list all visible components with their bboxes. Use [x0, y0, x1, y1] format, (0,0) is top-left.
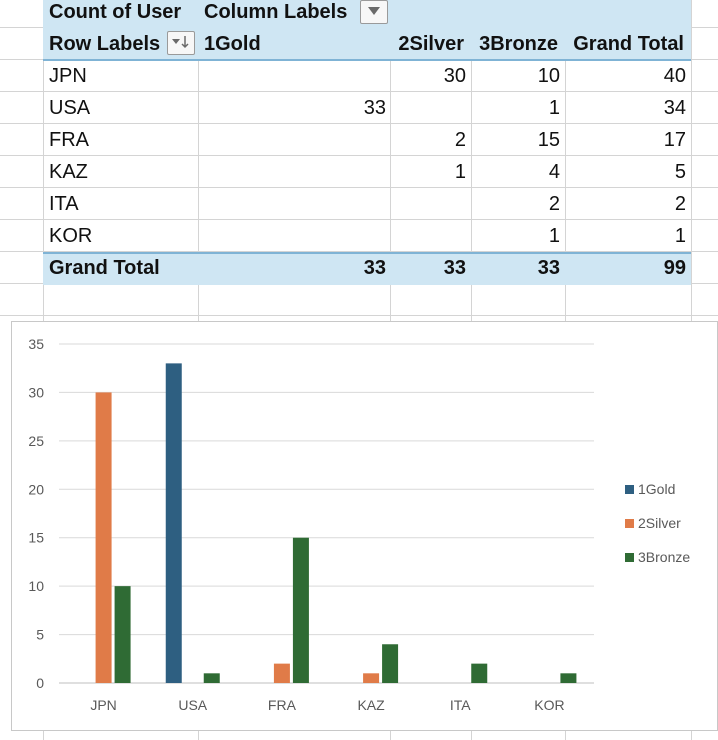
pivot-grand-total-band: [43, 252, 691, 285]
x-tick-label: FRA: [268, 697, 297, 713]
grand-total-silver[interactable]: 33: [443, 257, 466, 279]
row-gridline: [0, 91, 718, 92]
y-tick-label: 35: [28, 336, 44, 352]
row-label[interactable]: KAZ: [49, 161, 88, 183]
row-label[interactable]: KOR: [49, 225, 93, 247]
x-tick-label: JPN: [90, 697, 116, 713]
cell-silver[interactable]: 2: [454, 129, 466, 151]
cell-gold[interactable]: 33: [363, 97, 386, 119]
y-tick-label: 10: [28, 578, 44, 594]
y-tick-label: 5: [36, 627, 44, 643]
column-filter-button[interactable]: [360, 0, 388, 24]
row-gridline: [0, 187, 718, 188]
row-filter-sort-button[interactable]: [167, 31, 195, 55]
bar: [292, 537, 309, 683]
row-gridline: [0, 123, 718, 124]
grand-total-label[interactable]: Grand Total: [49, 257, 160, 279]
legend-swatch: [625, 519, 634, 528]
column-header-silver[interactable]: 2Silver: [398, 33, 464, 55]
cell-total[interactable]: 17: [663, 129, 686, 151]
cell-bronze[interactable]: 4: [548, 161, 560, 183]
cell-bronze[interactable]: 2: [548, 193, 560, 215]
bar: [273, 663, 290, 683]
x-tick-label: KOR: [534, 697, 564, 713]
y-tick-label: 15: [28, 530, 44, 546]
y-tick-label: 20: [28, 481, 44, 497]
column-header-gold[interactable]: 1Gold: [204, 33, 261, 55]
y-tick-label: 0: [36, 675, 44, 691]
bar: [471, 663, 488, 683]
bar: [560, 673, 577, 683]
pivot-chart[interactable]: 0 5 10 15 20 25 30 35 JPN USA FRA KAZ ITA KOR 1Gold 2Si…: [11, 321, 718, 731]
row-label[interactable]: ITA: [49, 193, 79, 215]
cell-total[interactable]: 40: [663, 65, 686, 87]
cell-silver[interactable]: 1: [454, 161, 466, 183]
bar: [95, 392, 112, 683]
x-tick-label: USA: [178, 697, 207, 713]
cell-total[interactable]: 34: [663, 97, 686, 119]
row-label[interactable]: FRA: [49, 129, 89, 151]
cell-total[interactable]: 2: [674, 193, 686, 215]
cell-bronze[interactable]: 1: [548, 225, 560, 247]
x-tick-label: KAZ: [357, 697, 385, 713]
chart-plot: 0 5 10 15 20 25 30 35 JPN USA FRA KAZ ITA KOR 1Gold 2Si…: [28, 336, 690, 713]
grand-total-bronze[interactable]: 33: [537, 257, 560, 279]
column-labels-header[interactable]: Column Labels: [204, 1, 348, 23]
bar: [165, 363, 182, 683]
column-header-grand-total[interactable]: Grand Total: [573, 33, 684, 55]
bar: [203, 673, 220, 683]
row-labels-header[interactable]: Row Labels: [49, 33, 161, 55]
legend-swatch: [625, 485, 634, 494]
y-tick-label: 30: [28, 384, 44, 400]
row-gridline: [0, 155, 718, 156]
row-gridline: [0, 251, 718, 252]
legend-label: 1Gold: [638, 481, 675, 497]
pivot-value-field-label[interactable]: Count of User: [49, 1, 182, 23]
legend-label: 2Silver: [638, 515, 681, 531]
y-tick-label: 25: [28, 433, 44, 449]
row-label[interactable]: JPN: [49, 65, 87, 87]
bar: [363, 673, 380, 683]
grand-total-all[interactable]: 99: [663, 257, 686, 279]
filter-sort-icon: [171, 35, 191, 52]
bar: [382, 644, 399, 683]
row-gridline: [0, 315, 718, 316]
cell-total[interactable]: 5: [674, 161, 686, 183]
cell-silver[interactable]: 30: [443, 65, 466, 87]
cell-bronze[interactable]: 10: [537, 65, 560, 87]
row-label[interactable]: USA: [49, 97, 91, 119]
cell-total[interactable]: 1: [674, 225, 686, 247]
row-gridline: [0, 219, 718, 220]
x-tick-label: ITA: [450, 697, 471, 713]
cell-bronze[interactable]: 15: [537, 129, 560, 151]
dropdown-arrow-icon: [367, 5, 381, 19]
legend-swatch: [625, 553, 634, 562]
bar: [114, 586, 131, 683]
column-header-bronze[interactable]: 3Bronze: [479, 33, 558, 55]
grand-total-gold[interactable]: 33: [363, 257, 386, 279]
cell-bronze[interactable]: 1: [548, 97, 560, 119]
legend-label: 3Bronze: [638, 549, 690, 565]
